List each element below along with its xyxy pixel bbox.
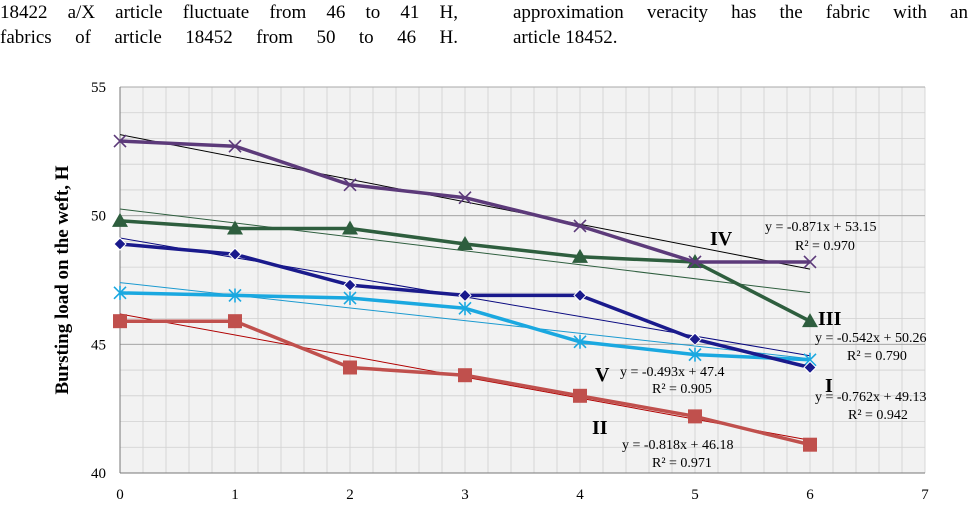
data-point-III <box>112 212 128 227</box>
data-point-II <box>458 368 472 383</box>
word: 18422 <box>0 2 48 23</box>
y-tick-label: 55 <box>91 80 106 96</box>
word: 46 <box>397 27 417 48</box>
word: article <box>114 27 162 48</box>
word: the <box>779 2 803 23</box>
data-point-I <box>688 332 702 346</box>
data-point-III <box>457 235 473 250</box>
plot-background <box>120 87 925 473</box>
word: veracity <box>646 2 709 23</box>
y-tick-label: 50 <box>91 209 106 225</box>
word: 41 <box>400 2 420 23</box>
word: an <box>950 2 968 23</box>
data-point-IV <box>803 255 817 269</box>
x-tick-label: 7 <box>921 487 929 503</box>
data-point-II <box>803 437 817 452</box>
data-point-I <box>573 288 587 303</box>
paragraph-right-line-1: approximation veracity has the fabric wi… <box>513 0 968 25</box>
paragraph-left-column: 18422 a/X article fluctuate from 46 to 4… <box>0 0 458 50</box>
data-point-IV <box>458 191 472 205</box>
word: 18452 <box>185 27 233 48</box>
trendline-equation-III: y = -0.542x + 50.26 <box>815 331 926 346</box>
data-point-IV <box>228 139 242 153</box>
trendline-equation-II: y = -0.818x + 46.18 <box>622 438 733 453</box>
x-tick-label: 1 <box>231 487 239 503</box>
word: H, <box>439 2 458 23</box>
word: fabrics <box>0 27 52 48</box>
series-label-I: I <box>825 375 833 397</box>
x-tick-label: 3 <box>461 487 469 503</box>
trendline-equation-IV: y = -0.871x + 53.15 <box>765 220 876 235</box>
word: from <box>269 2 307 23</box>
data-point-V <box>573 334 587 349</box>
word: fluctuate <box>182 2 250 23</box>
series-label-III: III <box>818 308 842 330</box>
word: to <box>365 2 381 23</box>
series-label-V: V <box>595 364 610 386</box>
trendline-IV <box>119 134 811 270</box>
data-point-I <box>113 237 127 251</box>
data-point-I <box>803 360 817 375</box>
data-point-IV <box>113 134 127 148</box>
word: article <box>115 2 163 23</box>
y-axis-label: Bursting load on the weft, H <box>52 165 73 394</box>
word: from <box>256 27 294 48</box>
word: 50 <box>316 27 336 48</box>
trendline-equation-V: y = -0.493x + 47.4 <box>620 365 724 380</box>
paragraph-left-line-1: 18422 a/X article fluctuate from 46 to 4… <box>0 0 458 25</box>
paragraph-right-column: approximation veracity has the fabric wi… <box>513 0 968 50</box>
series-label-IV: IV <box>710 228 733 250</box>
data-point-III <box>227 220 243 235</box>
word: fabric <box>825 2 871 23</box>
data-point-V <box>343 291 357 306</box>
x-tick-label: 2 <box>346 487 354 503</box>
trendline-r2-II: R² = 0.971 <box>652 456 712 471</box>
trendline-equation-I: y = -0.762x + 49.13 <box>815 390 926 405</box>
trendline-r2-V: R² = 0.905 <box>652 382 712 397</box>
trendline-r2-III: R² = 0.790 <box>847 349 907 364</box>
trendline-r2-I: R² = 0.942 <box>848 408 908 423</box>
data-point-II <box>573 388 587 403</box>
word: H. <box>439 27 458 48</box>
data-point-II <box>688 409 702 424</box>
data-point-II <box>228 314 242 329</box>
data-point-IV <box>688 255 702 269</box>
data-point-III <box>802 313 818 328</box>
data-point-IV <box>343 178 357 192</box>
word: 46 <box>326 2 346 23</box>
data-point-V <box>458 301 472 316</box>
series-label-II: II <box>592 417 608 439</box>
paragraph-right-line-2: article 18452. <box>513 27 618 48</box>
x-tick-label: 0 <box>116 487 124 503</box>
word: a/X <box>67 2 96 23</box>
paragraph-left-line-2: fabrics of article 18452 from 50 to 46 H… <box>0 25 458 50</box>
word: with <box>893 2 927 23</box>
data-point-III <box>572 248 588 263</box>
trendline-r2-IV: R² = 0.970 <box>795 239 855 254</box>
word: approximation <box>513 2 624 23</box>
data-point-V <box>113 285 127 300</box>
data-point-III <box>342 220 358 235</box>
data-point-I <box>343 278 357 292</box>
data-point-I <box>228 247 242 261</box>
data-point-IV <box>573 219 587 233</box>
data-point-I <box>458 288 472 303</box>
word: to <box>358 27 374 48</box>
y-tick-label: 40 <box>91 466 106 482</box>
x-tick-label: 5 <box>691 487 699 503</box>
data-point-II <box>343 360 357 375</box>
data-point-V <box>228 288 242 303</box>
x-tick-label: 6 <box>806 487 814 503</box>
data-point-II <box>113 314 127 329</box>
data-point-V <box>688 347 702 362</box>
y-tick-label: 45 <box>91 337 106 353</box>
x-tick-label: 4 <box>576 487 584 503</box>
word: has <box>731 2 757 23</box>
word: of <box>75 27 91 48</box>
